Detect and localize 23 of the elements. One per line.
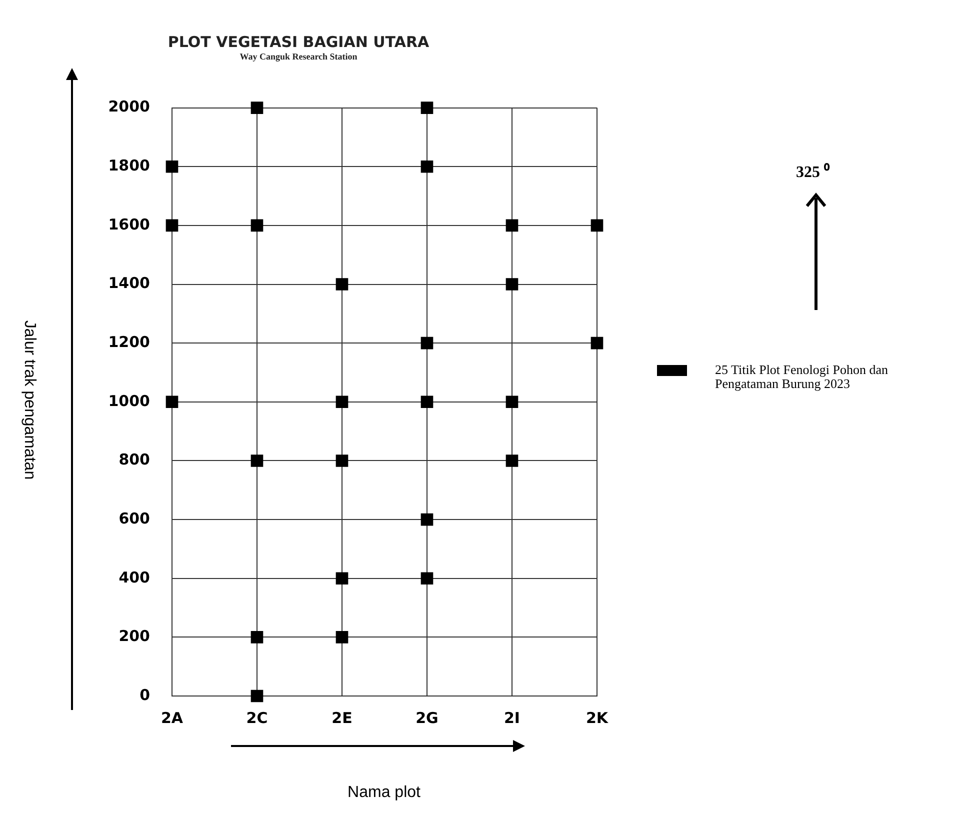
x-tick-label: 2G [416, 708, 438, 727]
x-tick-label: 2C [246, 708, 268, 727]
y-tick-label: 1400 [108, 274, 150, 292]
y-tick-label: 1200 [108, 332, 150, 351]
legend-label: 25 Titik Plot Fenologi Pohon dan Pengataman Burung 2023 [715, 362, 890, 391]
x-tick-label: 2I [504, 708, 520, 727]
y-tick-label: 0 [140, 686, 150, 704]
y-tick-label: 600 [118, 509, 150, 528]
x-tick-label: 2E [332, 708, 352, 727]
x-axis-title: Nama plot [348, 784, 420, 802]
x-tick-label: 2K [586, 708, 610, 727]
y-tick-label: 1600 [108, 215, 150, 234]
y-tick-label: 1000 [108, 392, 150, 410]
y-tick-label: 200 [118, 627, 150, 646]
x-tick-label: 2A [160, 708, 184, 727]
text: 325 ⁰ [796, 162, 830, 182]
y-tick-label: 400 [118, 568, 150, 586]
chart-title: PLOT VEGETASI BAGIAN UTARA [168, 32, 430, 51]
chart-subtitle: Way Canguk Research Station [240, 52, 358, 62]
y-axis-title: Jalur trak pengamatan [20, 320, 38, 480]
y-tick-label: 2000 [108, 98, 150, 116]
y-tick-label: 1800 [108, 156, 150, 175]
y-tick-label: 800 [118, 450, 150, 469]
